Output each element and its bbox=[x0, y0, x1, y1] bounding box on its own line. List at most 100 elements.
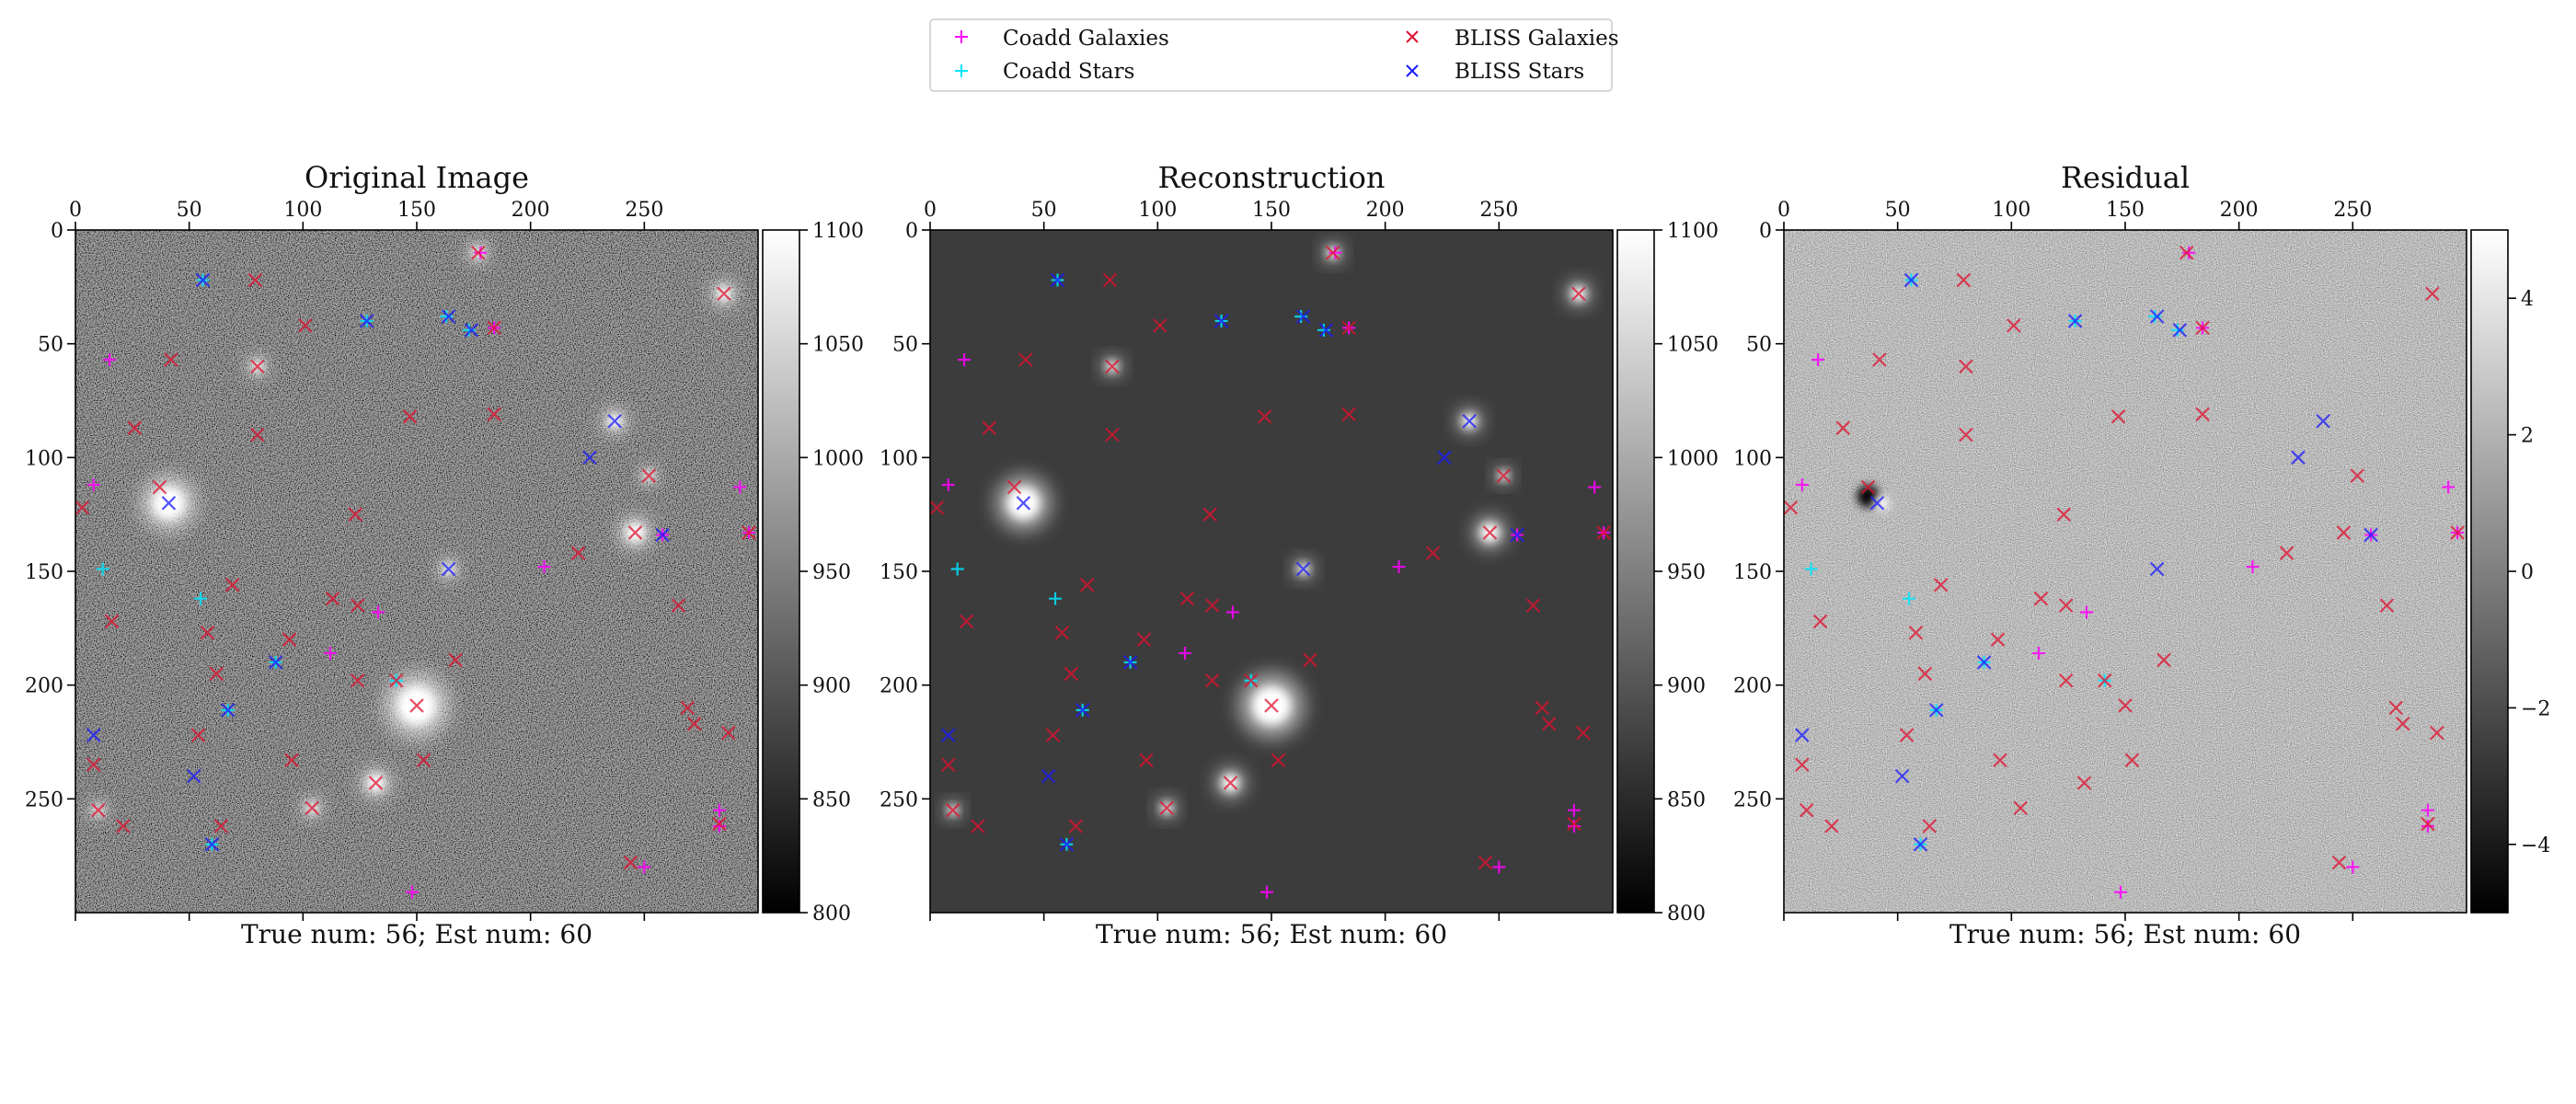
marker-bliss-galaxy bbox=[104, 614, 120, 629]
marker-bliss-star bbox=[1462, 413, 1477, 429]
marker-bliss-star bbox=[441, 561, 456, 577]
marker-bliss-galaxy bbox=[75, 500, 90, 515]
marker-coadd-galaxy bbox=[1795, 478, 1809, 492]
marker-bliss-galaxy bbox=[1341, 407, 1356, 422]
marker-bliss-galaxy bbox=[1799, 802, 1814, 818]
marker-bliss-galaxy bbox=[402, 409, 418, 424]
residual-bright-spot bbox=[1874, 495, 1890, 511]
marker-bliss-galaxy bbox=[1784, 500, 1799, 515]
image-area bbox=[75, 230, 758, 913]
marker-bliss-galaxy bbox=[1018, 352, 1033, 367]
marker-bliss-galaxy bbox=[1204, 673, 1220, 688]
marker-bliss-galaxy bbox=[641, 468, 657, 483]
marker-coadd-galaxy bbox=[2346, 860, 2360, 874]
marker-bliss-galaxy bbox=[1271, 753, 1286, 768]
legend-entry-coadd-stars: Coadd Stars bbox=[955, 60, 1134, 84]
marker-coadd-galaxy bbox=[941, 478, 955, 492]
marker-bliss-galaxy bbox=[717, 286, 731, 302]
marker-coadd-galaxy bbox=[1328, 246, 1342, 259]
marker-bliss-galaxy bbox=[2350, 468, 2365, 483]
panel-title: Residual bbox=[2061, 160, 2190, 195]
marker-bliss-galaxy bbox=[116, 819, 131, 834]
marker-bliss-galaxy bbox=[2425, 286, 2440, 302]
marker-bliss-star bbox=[441, 309, 456, 324]
marker-bliss-galaxy bbox=[712, 816, 727, 832]
marker-bliss-galaxy bbox=[1922, 819, 1938, 834]
y-tick-label: 0 bbox=[51, 220, 63, 243]
marker-bliss-galaxy bbox=[721, 725, 736, 741]
y-tick-label: 200 bbox=[25, 675, 63, 698]
marker-coadd-star bbox=[1317, 323, 1330, 337]
marker-bliss-galaxy bbox=[2058, 673, 2074, 688]
colorbar bbox=[762, 229, 800, 914]
x-tick-label: 0 bbox=[1777, 199, 1790, 222]
panel-title: Reconstruction bbox=[1158, 160, 1386, 195]
marker-coadd-galaxy bbox=[2442, 480, 2455, 494]
marker-bliss-star bbox=[195, 272, 211, 288]
x-tick-label: 150 bbox=[2106, 199, 2145, 222]
marker-bliss-galaxy bbox=[1959, 359, 1973, 374]
marker-coadd-star bbox=[2170, 323, 2184, 337]
y-tick-label: 50 bbox=[1746, 334, 1772, 357]
marker-bliss-galaxy bbox=[680, 700, 696, 716]
marker-bliss-galaxy bbox=[2097, 673, 2112, 688]
marker-bliss-galaxy bbox=[1079, 578, 1095, 592]
marker-bliss-galaxy bbox=[1179, 591, 1195, 606]
colorbar-tick-label: 850 bbox=[812, 788, 851, 811]
marker-bliss-galaxy bbox=[213, 819, 229, 834]
x-tick-label: 50 bbox=[1885, 199, 1911, 222]
colorbar-tick-label: 1000 bbox=[812, 447, 864, 470]
marker-coadd-galaxy bbox=[324, 647, 338, 661]
marker-coadd-star bbox=[440, 309, 454, 323]
marker-bliss-star bbox=[1213, 314, 1229, 328]
marker-bliss-galaxy bbox=[1341, 320, 1356, 336]
marker-bliss-galaxy bbox=[686, 716, 702, 731]
marker-bliss-galaxy bbox=[416, 753, 431, 768]
marker-bliss-galaxy bbox=[1990, 632, 2006, 647]
marker-bliss-galaxy bbox=[627, 525, 643, 540]
colorbar-tick-label: 850 bbox=[1667, 788, 1706, 811]
y-tick-label: 250 bbox=[880, 788, 918, 811]
legend-entry-coadd-galaxies: Coadd Galaxies bbox=[955, 27, 1169, 51]
marker-bliss-star bbox=[1075, 703, 1090, 718]
marker-coadd-galaxy bbox=[86, 478, 100, 492]
marker-bliss-galaxy bbox=[930, 500, 945, 515]
marker-coadd-star bbox=[1903, 592, 1916, 605]
marker-bliss-star bbox=[1318, 323, 1334, 338]
marker-bliss-star bbox=[86, 728, 101, 742]
x-tick-label: 50 bbox=[1031, 199, 1057, 222]
colorbar-tick-label: 1100 bbox=[1667, 220, 1719, 243]
marker-coadd-galaxy bbox=[1567, 820, 1581, 834]
marker-bliss-galaxy bbox=[1102, 272, 1118, 288]
image-area bbox=[930, 230, 1613, 913]
marker-coadd-galaxy bbox=[1567, 803, 1581, 817]
marker-bliss-star bbox=[1795, 728, 1810, 742]
marker-bliss-galaxy bbox=[2195, 407, 2210, 422]
marker-coadd-galaxy bbox=[712, 820, 726, 834]
colorbar bbox=[2470, 229, 2509, 914]
image-area bbox=[1784, 230, 2467, 913]
image-noise bbox=[75, 230, 758, 913]
marker-bliss-galaxy bbox=[2156, 652, 2171, 668]
marker-bliss-star bbox=[941, 728, 956, 742]
marker-bliss-galaxy bbox=[2058, 598, 2074, 613]
marker-coadd-star bbox=[462, 323, 476, 337]
marker-bliss-galaxy bbox=[471, 245, 486, 260]
y-tick-label: 50 bbox=[892, 334, 918, 357]
colorbar bbox=[1616, 229, 1655, 914]
x-tick-label: 100 bbox=[283, 199, 322, 222]
marker-coadd-galaxy bbox=[474, 246, 488, 259]
marker-bliss-star bbox=[1928, 703, 1944, 718]
marker-bliss-star bbox=[1894, 768, 1910, 784]
image-noise bbox=[1784, 230, 2467, 913]
marker-bliss-galaxy bbox=[1860, 479, 1876, 495]
marker-coadd-galaxy bbox=[103, 352, 117, 366]
marker-bliss-galaxy bbox=[941, 757, 956, 773]
colorbar-tick-label: 1050 bbox=[1667, 334, 1719, 357]
marker-bliss-galaxy bbox=[325, 591, 340, 606]
marker-bliss-galaxy bbox=[1596, 525, 1611, 540]
marker-coadd-star bbox=[96, 562, 109, 576]
marker-bliss-star bbox=[359, 314, 374, 328]
marker-coadd-galaxy bbox=[712, 803, 726, 817]
colorbar-tick-label: 2 bbox=[2521, 425, 2534, 448]
